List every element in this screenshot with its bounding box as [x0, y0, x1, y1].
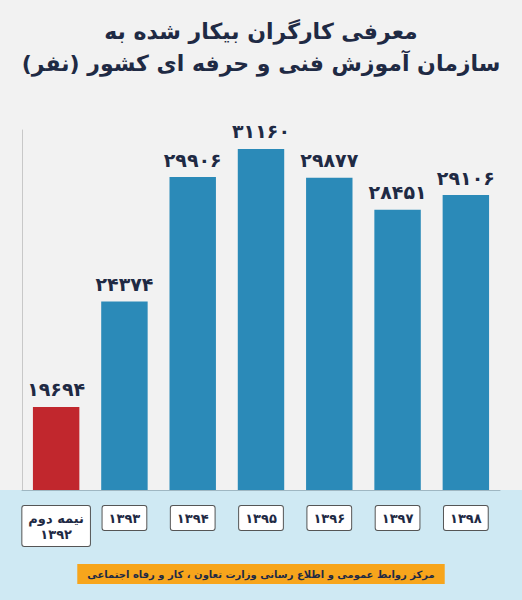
svg-text:۳۱۱۶۰: ۳۱۱۶۰ — [232, 120, 290, 142]
svg-text:۱۳۹۳: ۱۳۹۳ — [109, 511, 141, 526]
svg-text:۱۳۹۸: ۱۳۹۸ — [450, 511, 482, 526]
svg-text:۱۳۹۵: ۱۳۹۵ — [245, 511, 277, 526]
svg-text:۲۸۴۵۱: ۲۸۴۵۱ — [369, 181, 427, 203]
svg-text:سازمان آموزش فنی و حرفه ای کشو: سازمان آموزش فنی و حرفه ای کشور (نفر) — [22, 49, 501, 77]
svg-text:معرفی کارگران بیکار شده به: معرفی کارگران بیکار شده به — [104, 18, 417, 45]
svg-text:مرکز روابط عمومی و اطلاع رسانی: مرکز روابط عمومی و اطلاع رسانی وزارت تعا… — [87, 569, 434, 581]
svg-text:۲۹۹۰۶: ۲۹۹۰۶ — [164, 149, 222, 171]
svg-text:۱۳۹۶: ۱۳۹۶ — [313, 511, 345, 526]
svg-text:۱۳۹۷: ۱۳۹۷ — [382, 511, 414, 526]
svg-text:۱۹۶۹۴: ۱۹۶۹۴ — [27, 378, 85, 400]
svg-text:نیمه دوم: نیمه دوم — [28, 511, 84, 527]
svg-text:۲۹۱۰۶: ۲۹۱۰۶ — [437, 167, 495, 189]
svg-text:۱۳۹۴: ۱۳۹۴ — [177, 511, 209, 526]
svg-text:۱۳۹۲: ۱۳۹۲ — [40, 527, 72, 542]
svg-text:۲۴۳۷۴: ۲۴۳۷۴ — [95, 273, 153, 295]
svg-text:۲۹۸۷۷: ۲۹۸۷۷ — [300, 149, 358, 171]
